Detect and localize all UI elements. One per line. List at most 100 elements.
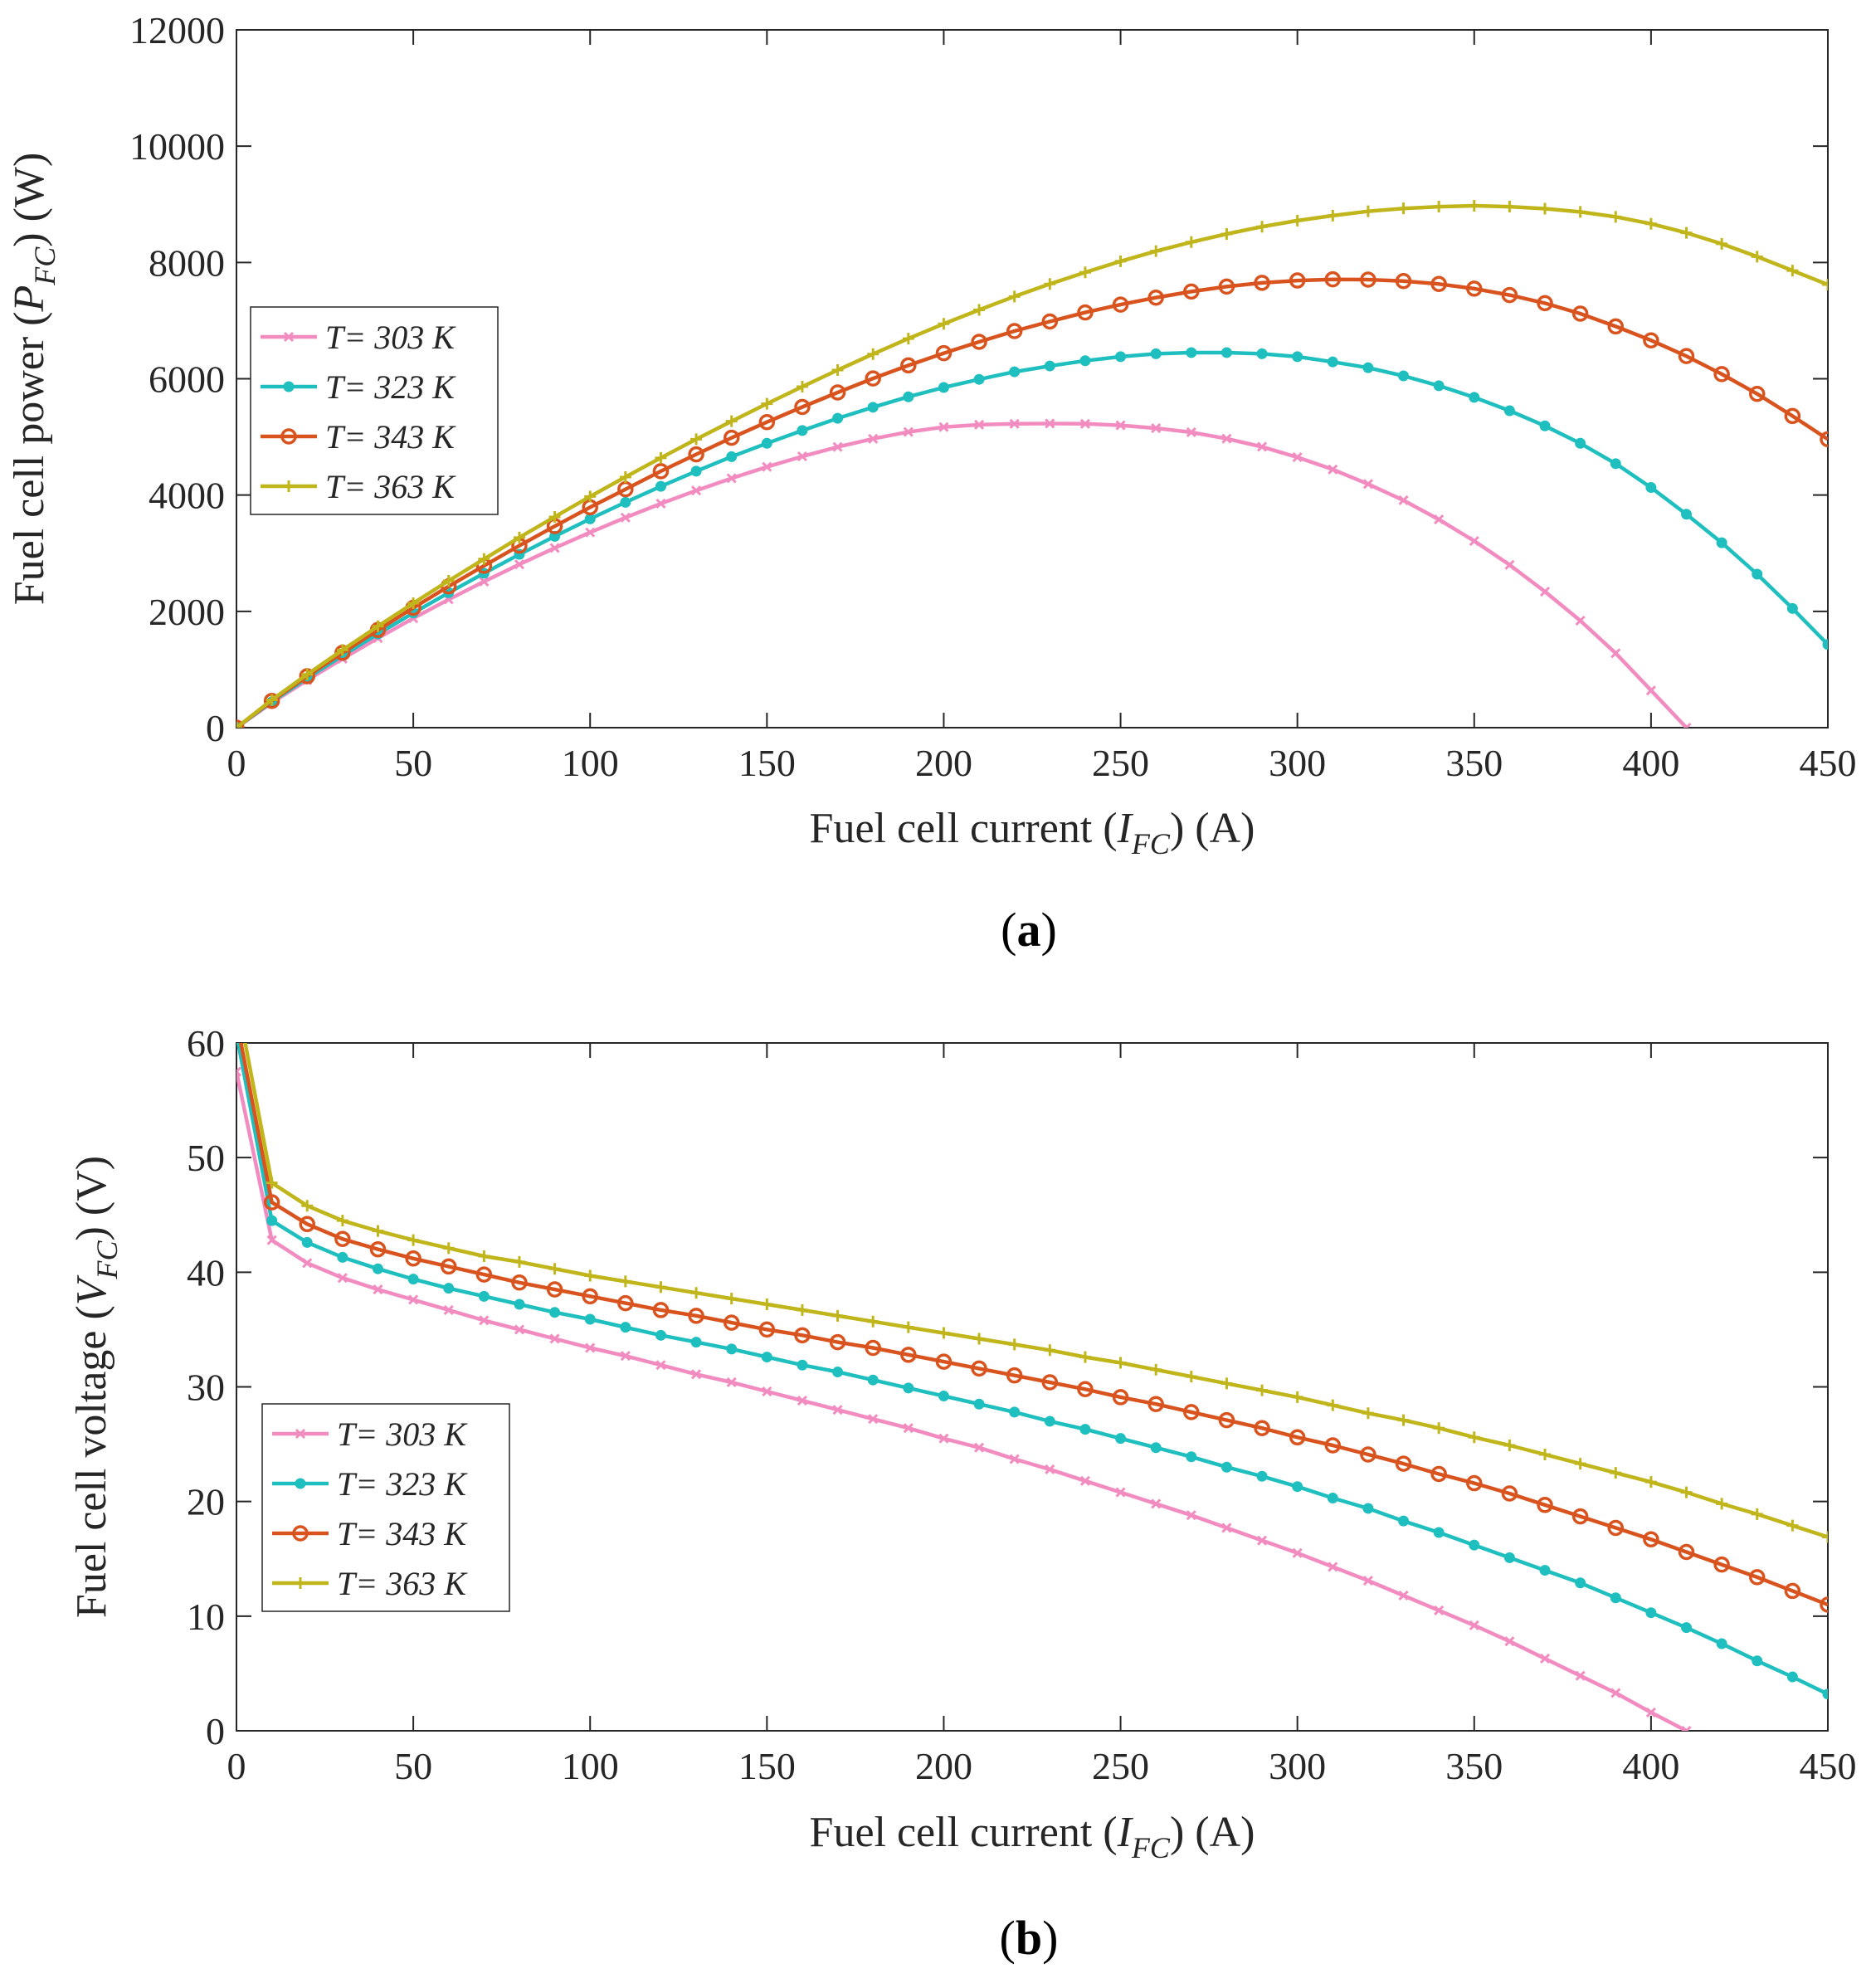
- data-point-363k: [761, 1299, 773, 1311]
- data-point-343k: [1537, 1497, 1553, 1513]
- data-point-363k: [407, 597, 420, 610]
- data-point-303k: [266, 1235, 277, 1245]
- data-point-303k: [1045, 418, 1055, 429]
- data-point-303k: [1328, 464, 1338, 475]
- data-point-363k: [761, 397, 773, 410]
- data-point-343k: [440, 1258, 457, 1275]
- data-point-363k: [938, 318, 950, 330]
- data-point-323k: [1645, 1607, 1657, 1619]
- data-point-363k: [1574, 1458, 1586, 1470]
- data-point-323k: [655, 1329, 666, 1341]
- y-tick-label: 10000: [129, 125, 225, 168]
- series-line-323k: [236, 1043, 1828, 1696]
- data-point-303k: [691, 1369, 702, 1380]
- data-point-303k: [1610, 648, 1621, 659]
- data-point-303k: [1504, 1636, 1515, 1647]
- data-point-303k: [1009, 418, 1020, 429]
- data-point-343k: [511, 1274, 528, 1291]
- data-point-303k: [655, 498, 666, 509]
- data-point-363k: [831, 1309, 844, 1322]
- data-point-363k: [1539, 1449, 1552, 1461]
- data-point-323k: [584, 1313, 596, 1325]
- x-tick-label: 0: [227, 742, 246, 784]
- data-point-363k: [1362, 1407, 1374, 1420]
- data-point-343k: [865, 1339, 881, 1357]
- data-point-303k: [1362, 1575, 1373, 1586]
- x-tick-label: 150: [738, 1745, 796, 1787]
- data-point-343k: [971, 334, 987, 350]
- data-point-363k: [1468, 200, 1480, 212]
- data-point-343k: [1112, 296, 1129, 313]
- legend-item: T= 303 K: [261, 319, 456, 356]
- data-point-343k: [1466, 1474, 1483, 1492]
- data-point-323k: [266, 1215, 278, 1226]
- data-point-363k: [725, 415, 738, 427]
- data-point-343k: [1395, 1455, 1412, 1472]
- data-point-323k: [1503, 1552, 1515, 1563]
- data-point-363k: [1786, 265, 1799, 277]
- data-point-363k: [1786, 1519, 1799, 1532]
- data-point-343k: [1678, 1543, 1695, 1561]
- data-point-303k: [1221, 1523, 1232, 1533]
- data-point-343k: [1041, 313, 1059, 330]
- legend-label: T= 303 K: [337, 1415, 468, 1453]
- data-point-323k: [938, 382, 949, 393]
- data-point-363k: [655, 451, 667, 464]
- data-point-323k: [1398, 1515, 1410, 1527]
- data-point-343k: [1749, 385, 1766, 402]
- legend-item: T= 363 K: [272, 1565, 468, 1602]
- data-point-363k: [831, 363, 844, 376]
- data-point-343k: [1713, 1556, 1730, 1573]
- legend-label: T= 363 K: [325, 468, 456, 505]
- panel-label: (a): [1001, 903, 1057, 957]
- data-point-363k: [1610, 211, 1622, 223]
- data-point-323k: [1256, 348, 1268, 359]
- data-point-343k: [1820, 1596, 1828, 1613]
- data-point-363k: [1044, 1344, 1056, 1357]
- data-point-343k: [1147, 289, 1164, 306]
- data-point-323k: [337, 1251, 348, 1263]
- data-point-343k: [1607, 1519, 1625, 1537]
- data-point-303k: [762, 1386, 772, 1397]
- data-point-323k: [1822, 1688, 1828, 1700]
- data-point-323k: [1786, 602, 1798, 614]
- data-point-303k: [1256, 441, 1268, 452]
- data-point-363k: [442, 1242, 455, 1255]
- data-point-303k: [1469, 535, 1479, 547]
- data-point-323k: [1539, 1565, 1551, 1576]
- data-point-323k: [1044, 360, 1055, 372]
- y-tick-label: 50: [187, 1137, 225, 1179]
- data-point-323k: [1681, 509, 1693, 520]
- data-point-323k: [1221, 1461, 1232, 1473]
- data-point-323k: [1610, 458, 1621, 470]
- series-group: [236, 1043, 1828, 1731]
- data-point-323k: [903, 1382, 914, 1394]
- data-point-303k: [1539, 586, 1551, 597]
- data-point-343k: [1395, 273, 1412, 290]
- data-point-343k: [1537, 295, 1553, 312]
- data-point-323k: [1362, 362, 1374, 373]
- data-point-363k: [301, 1200, 314, 1212]
- data-point-303k: [620, 1351, 631, 1362]
- data-point-323k: [1256, 1470, 1268, 1482]
- data-point-343k: [1324, 270, 1342, 288]
- data-point-363k: [1079, 266, 1091, 279]
- x-tick-label: 350: [1445, 1745, 1503, 1787]
- data-point-363k: [1150, 1363, 1162, 1376]
- data-point-363k: [478, 553, 490, 565]
- data-point-303k: [1681, 1725, 1692, 1731]
- data-point-303k: [1186, 426, 1196, 438]
- data-point-303k: [549, 1333, 560, 1344]
- data-point-363k: [1327, 1399, 1339, 1411]
- data-point-323k: [1398, 370, 1410, 382]
- data-point-363k: [1680, 1486, 1693, 1498]
- data-point-323k: [1115, 1433, 1127, 1445]
- x-tick-label: 200: [915, 742, 972, 784]
- panel-label: (b): [1000, 1911, 1059, 1965]
- data-point-343k: [829, 384, 846, 401]
- data-point-323k: [1009, 366, 1021, 378]
- data-point-323k: [584, 513, 596, 524]
- data-point-303k: [938, 421, 949, 432]
- data-point-363k: [1716, 237, 1728, 250]
- x-tick-label: 300: [1269, 742, 1326, 784]
